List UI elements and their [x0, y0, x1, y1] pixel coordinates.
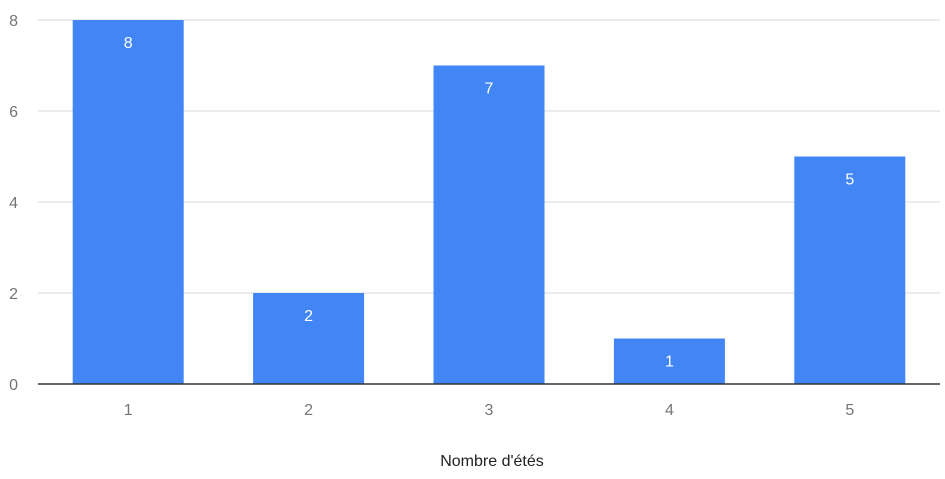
bars: 8 2 7 1 5 — [72, 20, 906, 384]
data-label: 5 — [845, 172, 854, 189]
data-label: 1 — [665, 354, 674, 371]
y-tick-label: 4 — [9, 195, 18, 212]
x-tick-label: 2 — [304, 402, 313, 419]
x-tick-label: 4 — [665, 402, 674, 419]
bar — [72, 20, 184, 384]
data-label: 7 — [485, 81, 494, 98]
x-tick-label: 3 — [485, 402, 494, 419]
bar — [433, 65, 545, 384]
y-tick-label: 6 — [9, 104, 18, 121]
x-tick-label: 5 — [845, 402, 854, 419]
data-label: 2 — [304, 308, 313, 325]
data-label: 8 — [124, 35, 133, 52]
y-tick-label: 2 — [9, 286, 18, 303]
bar — [253, 293, 365, 384]
axes: 0 2 4 6 8 1 2 3 4 5 — [9, 13, 940, 419]
y-tick-label: 8 — [9, 13, 18, 30]
bar — [794, 156, 906, 384]
x-axis-title: Nombre d'étés — [440, 453, 544, 470]
bar — [613, 338, 725, 384]
y-tick-label: 0 — [9, 377, 18, 394]
x-tick-label: 1 — [124, 402, 133, 419]
